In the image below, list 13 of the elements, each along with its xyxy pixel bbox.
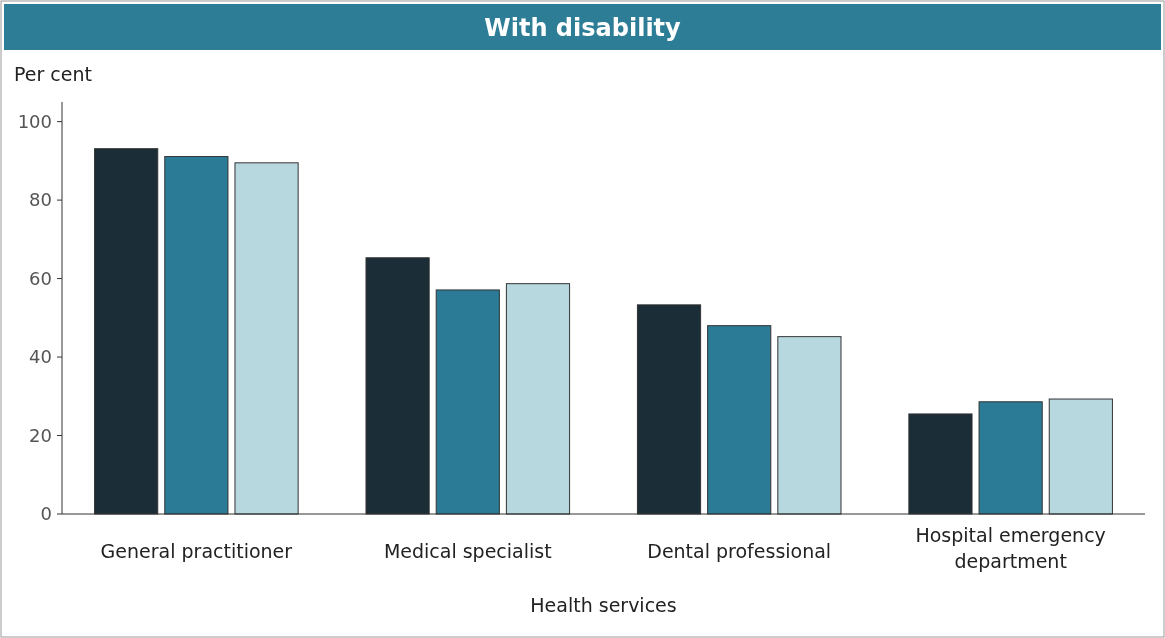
y-tick-label: 0 <box>40 503 52 525</box>
y-tick-label: 60 <box>29 267 52 289</box>
x-tick-label: General practitioner <box>100 540 293 562</box>
x-tick-label: Medical specialist <box>383 540 552 562</box>
y-tick-label: 80 <box>29 189 52 211</box>
chart-title: With disability <box>484 14 682 42</box>
x-tick-label: Hospital emergency department <box>915 524 1106 572</box>
x-axis-title: Health services <box>530 594 677 616</box>
y-tick-label: 20 <box>29 424 52 446</box>
y-tick-label: 100 <box>17 110 52 132</box>
y-axis-title: Per cent <box>14 63 92 85</box>
x-tick-label: Dental professional <box>647 540 832 562</box>
y-tick-label: 40 <box>29 346 52 368</box>
